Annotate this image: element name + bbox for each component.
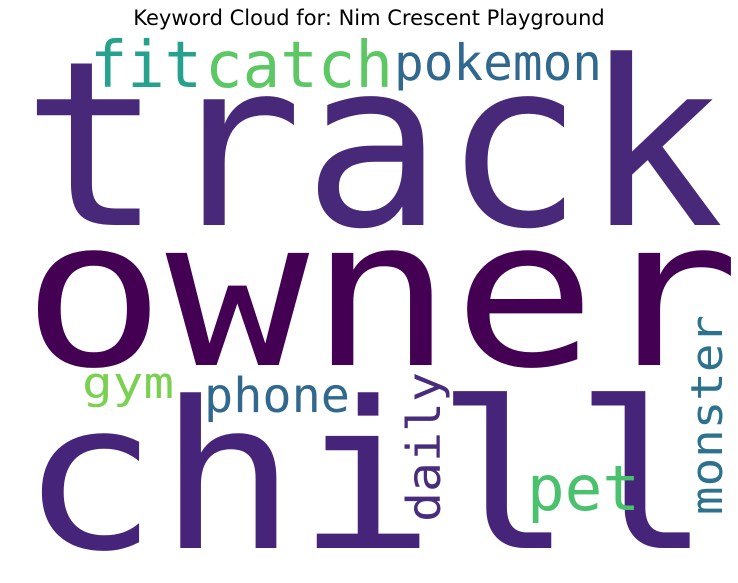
word-catch: catch [205,29,393,103]
word-fit: fit [90,29,202,103]
word-phone: phone [204,368,350,424]
chart-title: Keyword Cloud for: Nim Crescent Playgrou… [133,6,605,30]
word-gym: gym [82,358,174,409]
word-daily: daily [397,372,451,522]
word-chill: chill [20,359,712,583]
word-owner: owner [22,176,738,414]
word-monster: monster [682,315,733,515]
word-pokemon: pokemon [394,34,602,92]
word-track: track [22,13,724,280]
word-pet: pet [527,452,640,525]
